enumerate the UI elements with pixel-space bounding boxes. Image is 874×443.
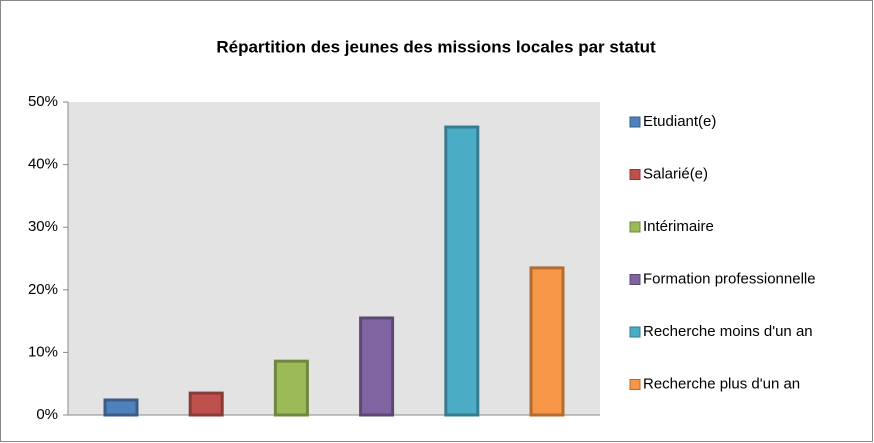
plot-area [68,102,600,415]
bar [188,391,224,417]
y-tick-label: 0% [36,406,58,423]
bar [529,266,565,417]
legend-swatch [629,116,641,128]
legend-label: Etudiant(e) [643,113,716,130]
bar [103,398,139,417]
legend-label: Salarié(e) [643,165,708,182]
y-tick-label: 20% [28,281,58,298]
bar [273,359,309,417]
legend-swatch [629,169,641,180]
legend-swatch [629,221,641,233]
legend-label: Recherche moins d'un an [643,323,813,340]
legend-swatch [629,274,641,285]
y-tick-label: 30% [28,218,58,235]
y-tick-label: 40% [28,156,58,173]
bar [359,316,395,417]
bar [444,125,480,417]
legend-swatch [629,326,641,338]
legend-label: Intérimaire [643,218,714,235]
y-tick-label: 50% [28,93,58,110]
legend-swatch [629,379,641,390]
y-tick-label: 10% [28,343,58,360]
chart-title: Répartition des jeunes des missions loca… [216,37,656,56]
legend-label: Recherche plus d'un an [643,375,800,392]
legend-label: Formation professionnelle [643,270,816,287]
